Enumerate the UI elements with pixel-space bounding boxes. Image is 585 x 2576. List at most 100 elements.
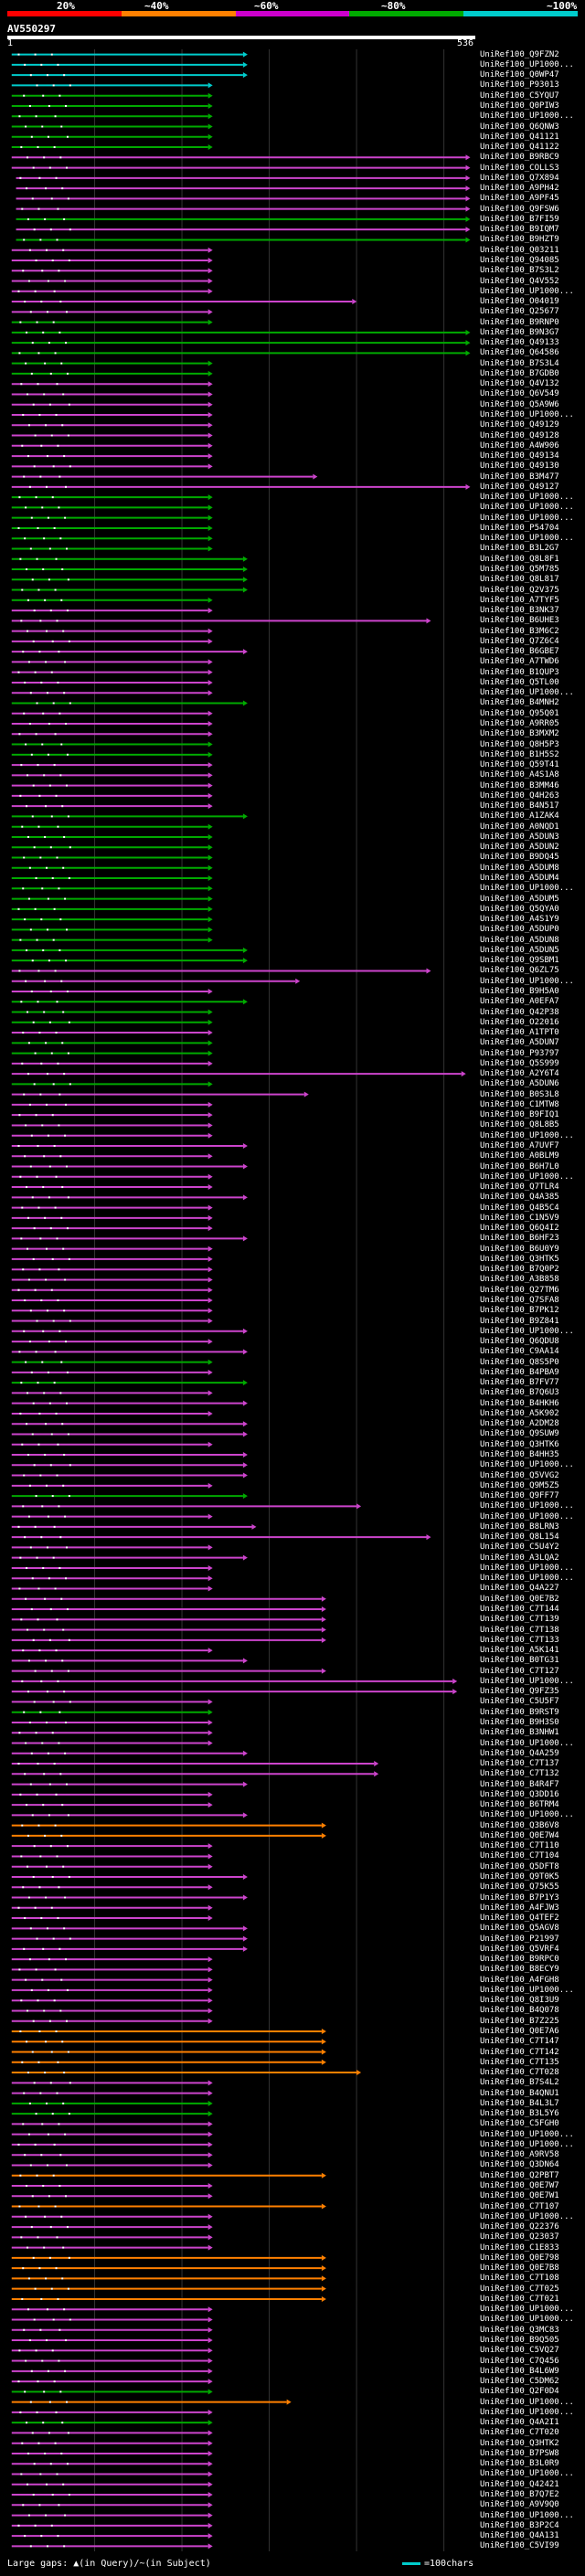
hit-alignment[interactable] xyxy=(11,2368,213,2374)
hit-label[interactable]: UniRef100_UP1000... xyxy=(480,1501,574,1511)
hit-alignment[interactable] xyxy=(11,2295,326,2302)
hit-alignment[interactable] xyxy=(11,1894,248,1901)
hit-alignment[interactable] xyxy=(11,2111,213,2117)
hit-alignment[interactable] xyxy=(11,411,213,418)
hit-label[interactable]: UniRef100_C7Q456 xyxy=(480,2356,559,2366)
hit-alignment[interactable] xyxy=(11,1617,326,1623)
hit-alignment[interactable] xyxy=(11,453,213,460)
hit-alignment[interactable] xyxy=(11,1287,213,1293)
hit-alignment[interactable] xyxy=(11,329,471,335)
hit-alignment[interactable] xyxy=(11,494,213,501)
hit-label[interactable]: UniRef100_C7T028 xyxy=(480,2068,559,2078)
hit-alignment[interactable] xyxy=(11,864,213,871)
hit-label[interactable]: UniRef100_UP1000... xyxy=(480,286,574,296)
hit-alignment[interactable] xyxy=(11,679,213,685)
hit-alignment[interactable] xyxy=(11,1761,379,1767)
hit-label[interactable]: UniRef100_Q8L8F1 xyxy=(480,554,559,564)
hit-alignment[interactable] xyxy=(11,1091,309,1097)
hit-label[interactable]: UniRef100_UP1000... xyxy=(480,2139,574,2149)
hit-label[interactable]: UniRef100_UP1000... xyxy=(480,1130,574,1140)
hit-alignment[interactable] xyxy=(11,299,357,305)
hit-label[interactable]: UniRef100_A5DUN8 xyxy=(480,935,559,945)
hit-label[interactable]: UniRef100_C5DM62 xyxy=(480,2377,559,2387)
hit-label[interactable]: UniRef100_B9RNP0 xyxy=(480,317,559,327)
hit-alignment[interactable] xyxy=(11,1204,213,1211)
hit-alignment[interactable] xyxy=(11,2348,213,2354)
hit-label[interactable]: UniRef100_B6TRM4 xyxy=(480,1800,559,1810)
hit-label[interactable]: UniRef100_UP1000... xyxy=(480,1574,574,1584)
hit-alignment[interactable] xyxy=(11,947,248,953)
hit-label[interactable]: UniRef100_B6U0Y9 xyxy=(480,1244,559,1254)
hit-alignment[interactable] xyxy=(11,288,213,294)
hit-label[interactable]: UniRef100_Q49133 xyxy=(480,338,559,348)
hit-alignment[interactable] xyxy=(11,61,248,68)
hit-label[interactable]: UniRef100_Q4H263 xyxy=(480,790,559,800)
hit-label[interactable]: UniRef100_Q2PBT7 xyxy=(480,2170,559,2180)
hit-alignment[interactable] xyxy=(11,1246,213,1252)
hit-label[interactable]: UniRef100_A5DUM5 xyxy=(480,894,559,904)
hit-label[interactable]: UniRef100_Q2V375 xyxy=(480,585,559,595)
hit-alignment[interactable] xyxy=(11,2389,213,2395)
hit-alignment[interactable] xyxy=(11,2080,213,2086)
hit-alignment[interactable] xyxy=(11,340,471,346)
hit-label[interactable]: UniRef100_UP1000... xyxy=(480,688,574,698)
hit-alignment[interactable] xyxy=(11,782,213,789)
hit-label[interactable]: UniRef100_A5DUM4 xyxy=(480,874,559,884)
hit-alignment[interactable] xyxy=(11,546,213,552)
hit-alignment[interactable] xyxy=(11,1822,326,1829)
hit-alignment[interactable] xyxy=(11,1071,466,1077)
hit-label[interactable]: UniRef100_Q03211 xyxy=(480,245,559,255)
hit-label[interactable]: UniRef100_UP1000... xyxy=(480,1676,574,1686)
hit-alignment[interactable] xyxy=(11,514,213,521)
hit-alignment[interactable] xyxy=(11,401,213,408)
hit-label[interactable]: UniRef100_Q6V549 xyxy=(480,389,559,399)
hit-label[interactable]: UniRef100_C5VI99 xyxy=(480,2541,559,2551)
hit-label[interactable]: UniRef100_C5U4Y2 xyxy=(480,1542,559,1553)
hit-alignment[interactable] xyxy=(11,432,213,439)
hit-alignment[interactable] xyxy=(16,186,471,192)
hit-label[interactable]: UniRef100_Q75K55 xyxy=(480,1882,559,1892)
hit-label[interactable]: UniRef100_UP1000... xyxy=(480,1810,574,1820)
hit-label[interactable]: UniRef100_B3L0R9 xyxy=(480,2459,559,2469)
hit-label[interactable]: UniRef100_B7S3L4 xyxy=(480,358,559,368)
hit-alignment[interactable] xyxy=(11,2049,326,2055)
hit-label[interactable]: UniRef100_A5DUP0 xyxy=(480,925,559,935)
hit-alignment[interactable] xyxy=(11,72,248,79)
hit-alignment[interactable] xyxy=(11,2461,213,2467)
hit-alignment[interactable] xyxy=(11,556,248,562)
hit-label[interactable]: UniRef100_C7T108 xyxy=(480,2274,559,2284)
hit-alignment[interactable] xyxy=(11,525,213,531)
hit-alignment[interactable] xyxy=(11,896,213,902)
hit-label[interactable]: UniRef100_Q0PIW3 xyxy=(480,101,559,111)
hit-alignment[interactable] xyxy=(11,1318,213,1324)
hit-label[interactable]: UniRef100_Q6ZL75 xyxy=(480,966,559,976)
hit-label[interactable]: UniRef100_Q9FF77 xyxy=(480,1491,559,1501)
hit-label[interactable]: UniRef100_Q0E7W7 xyxy=(480,2181,559,2190)
hit-label[interactable]: UniRef100_C1MTW8 xyxy=(480,1099,559,1109)
hit-label[interactable]: UniRef100_B6HF23 xyxy=(480,1234,559,1244)
hit-alignment[interactable] xyxy=(11,1843,213,1850)
hit-alignment[interactable] xyxy=(16,237,471,243)
hit-label[interactable]: UniRef100_COLLS3 xyxy=(480,163,559,173)
hit-label[interactable]: UniRef100_Q4A131 xyxy=(480,2531,559,2541)
hit-label[interactable]: UniRef100_B7Q0P2 xyxy=(480,1265,559,1275)
hit-alignment[interactable] xyxy=(11,1153,213,1160)
hit-label[interactable]: UniRef100_Q8H5P3 xyxy=(480,739,559,749)
hit-alignment[interactable] xyxy=(11,844,213,851)
hit-alignment[interactable] xyxy=(11,2234,213,2241)
hit-alignment[interactable] xyxy=(11,1925,248,1932)
hit-alignment[interactable] xyxy=(16,206,471,212)
hit-label[interactable]: UniRef100_A2DM28 xyxy=(480,1419,559,1429)
hit-alignment[interactable] xyxy=(11,1369,213,1375)
hit-alignment[interactable] xyxy=(11,1225,213,1232)
hit-alignment[interactable] xyxy=(11,2172,326,2178)
hit-alignment[interactable] xyxy=(11,1142,248,1149)
hit-alignment[interactable] xyxy=(11,1040,213,1046)
hit-label[interactable]: UniRef100_A4W906 xyxy=(480,440,559,451)
hit-label[interactable]: UniRef100_A9RV58 xyxy=(480,2150,559,2160)
hit-label[interactable]: UniRef100_UP1000... xyxy=(480,1985,574,1995)
hit-alignment[interactable] xyxy=(11,309,213,315)
hit-label[interactable]: UniRef100_B3M477 xyxy=(480,472,559,482)
hit-label[interactable]: UniRef100_Q3DN64 xyxy=(480,2160,559,2170)
hit-alignment[interactable] xyxy=(11,1112,213,1118)
